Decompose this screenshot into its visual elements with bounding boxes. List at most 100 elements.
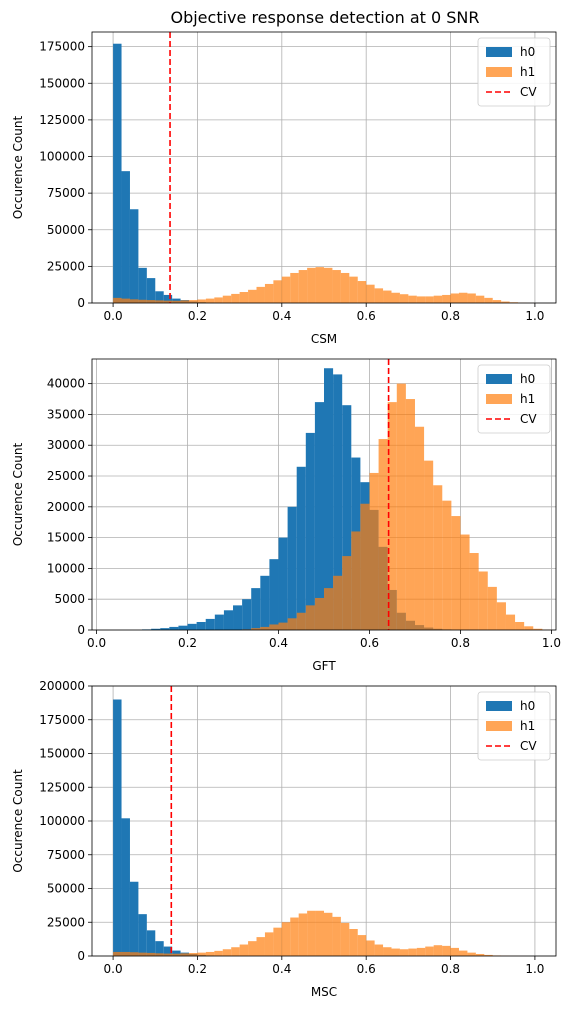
bar-h1 — [256, 286, 265, 303]
bar-h1 — [287, 618, 297, 630]
bar-h1 — [231, 293, 240, 303]
bar-h0 — [324, 368, 334, 630]
bar-h1 — [129, 952, 139, 956]
y-tick-label: 100000 — [39, 150, 85, 164]
bar-h0 — [138, 267, 147, 303]
legend-label: h0 — [520, 372, 535, 386]
bar-h0 — [146, 278, 156, 303]
y-tick-label: 0 — [77, 949, 85, 963]
bar-h0 — [305, 432, 315, 630]
y-tick-label: 0 — [77, 623, 85, 637]
x-tick-label: 0.8 — [441, 309, 460, 323]
y-tick-label: 40000 — [47, 377, 85, 391]
y-tick-label: 50000 — [47, 223, 85, 237]
bar-h1 — [442, 500, 452, 630]
bar-h0 — [287, 506, 297, 630]
bar-h1 — [387, 402, 397, 630]
x-tick-label: 0.2 — [188, 309, 207, 323]
bar-h1 — [433, 295, 443, 303]
bar-h0 — [169, 626, 179, 630]
legend-swatch-h1 — [486, 394, 512, 404]
x-tick-label: 0.8 — [451, 636, 470, 650]
bar-h0 — [278, 537, 288, 630]
bar-h1 — [378, 439, 388, 630]
bar-h1 — [324, 267, 333, 303]
bar-h1 — [399, 294, 409, 303]
legend-swatch-h1 — [486, 721, 512, 731]
bar-h1 — [172, 300, 181, 303]
bar-h0 — [160, 628, 170, 630]
y-tick-label: 125000 — [39, 780, 85, 794]
grid — [92, 685, 556, 957]
y-tick-label: 75000 — [47, 186, 85, 200]
y-tick-label: 175000 — [39, 40, 85, 54]
x-tick-label: 0.6 — [360, 636, 379, 650]
bar-h1 — [264, 283, 274, 303]
legend: h0 h1 CV — [477, 37, 551, 107]
x-tick-label: 0.0 — [104, 962, 123, 976]
x-tick-label: 1.0 — [542, 636, 561, 650]
y-tick-label: 10000 — [47, 561, 85, 575]
y-tick-label: 30000 — [47, 438, 85, 452]
bar-h1 — [180, 300, 190, 303]
bar-h1 — [146, 952, 156, 956]
bar-h1 — [340, 272, 350, 303]
x-tick-label: 1.0 — [525, 309, 544, 323]
x-tick-label: 0.4 — [269, 636, 288, 650]
bar-h1 — [305, 605, 315, 630]
bar-h1 — [113, 951, 122, 956]
bar-h1 — [163, 300, 173, 303]
bar-h0 — [214, 614, 224, 630]
bar-h1 — [383, 947, 392, 956]
bar-h1 — [487, 586, 497, 630]
bar-h1 — [425, 946, 434, 956]
series-h0 — [113, 699, 223, 956]
bar-h0 — [155, 291, 164, 303]
bar-h0 — [113, 699, 122, 956]
bar-h0 — [172, 950, 181, 956]
legend-label: CV — [520, 739, 537, 753]
x-tick-label: 0.2 — [188, 962, 207, 976]
bar-h0 — [187, 623, 197, 630]
y-tick-label: 25000 — [47, 469, 85, 483]
x-tick-label: 0.6 — [357, 962, 376, 976]
x-tick-label: 0.0 — [87, 636, 106, 650]
bar-h1 — [290, 917, 299, 956]
bar-h0 — [251, 588, 261, 630]
bar-h0 — [138, 914, 147, 956]
bar-h1 — [315, 267, 324, 303]
series-h1 — [113, 267, 535, 303]
bar-h1 — [460, 534, 470, 630]
bar-h1 — [501, 301, 510, 303]
bar-h1 — [155, 953, 164, 956]
y-tick-label: 35000 — [47, 407, 85, 421]
bar-h1 — [296, 612, 306, 630]
y-tick-label: 50000 — [47, 882, 85, 896]
bar-h1 — [324, 912, 333, 956]
y-tick-label: 75000 — [47, 848, 85, 862]
bar-h0 — [233, 605, 243, 630]
bar-h1 — [307, 267, 316, 303]
bar-h1 — [260, 626, 270, 630]
bar-h1 — [360, 503, 370, 630]
bar-h1 — [408, 295, 417, 303]
bar-h0 — [223, 610, 234, 630]
bar-h0 — [342, 405, 352, 630]
bar-h1 — [391, 948, 400, 956]
bar-h1 — [172, 953, 181, 956]
bar-h1 — [269, 624, 279, 630]
bar-h1 — [163, 953, 173, 956]
bar-h1 — [424, 460, 434, 630]
y-tick-label: 200000 — [39, 679, 85, 693]
bar-h0 — [196, 621, 206, 630]
bar-h1 — [332, 916, 341, 956]
bar-h1 — [357, 281, 367, 303]
bar-h1 — [451, 516, 461, 630]
bar-h1 — [383, 290, 392, 303]
x-tick-label: 0.2 — [178, 636, 197, 650]
y-tick-label: 175000 — [39, 713, 85, 727]
bar-h0 — [269, 559, 279, 630]
legend-label: h0 — [520, 699, 535, 713]
x-tick-label: 0.0 — [104, 309, 123, 323]
